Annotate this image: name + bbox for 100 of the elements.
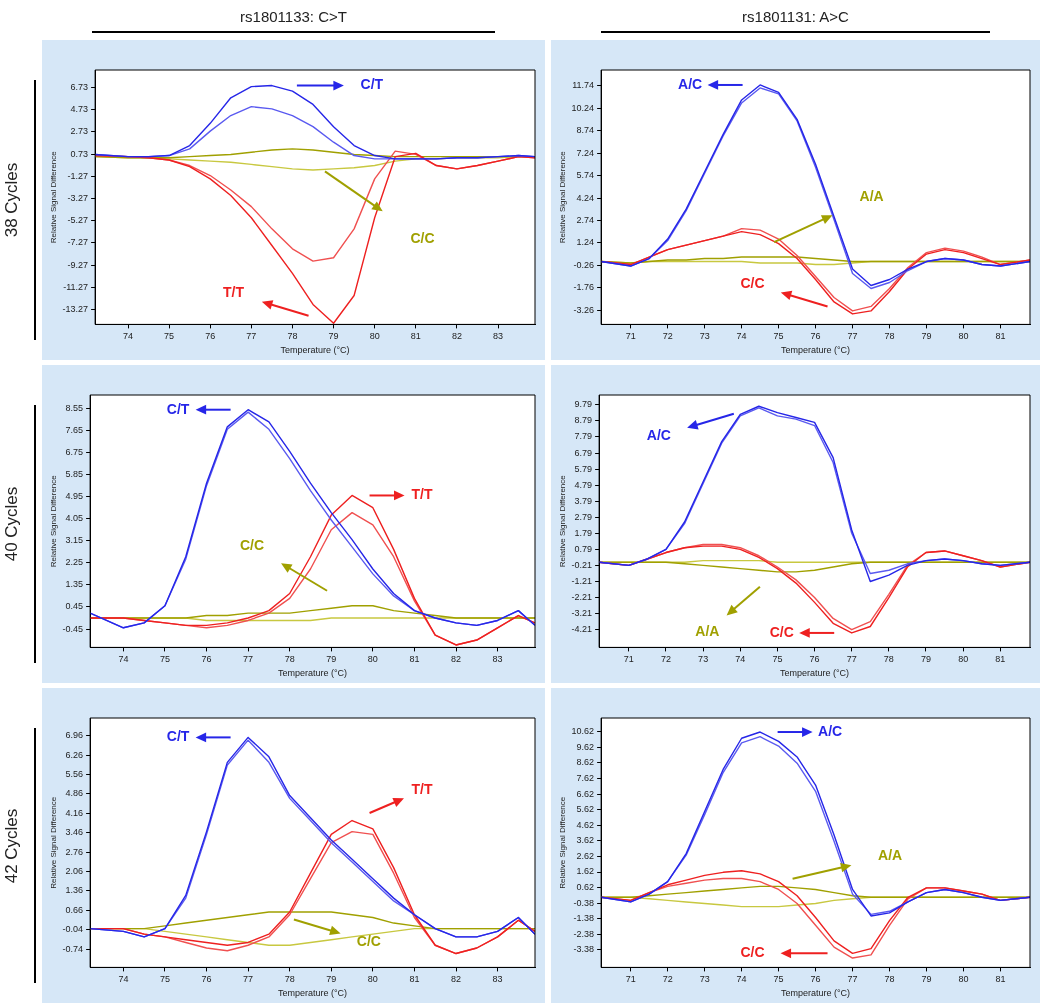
x-tick-label: 72: [662, 974, 673, 985]
y-tick-label: -7.27: [67, 237, 89, 248]
y-axis-title: Relative Signal Difference: [49, 150, 58, 244]
x-tick-label: 79: [326, 654, 337, 665]
y-tick-label: 4.05: [65, 513, 84, 524]
y-tick-label: 7.65: [65, 425, 84, 436]
y-tick-label: -0.45: [62, 623, 84, 634]
y-tick-label: 5.56: [65, 769, 84, 780]
x-tick-label: 78: [884, 331, 895, 342]
y-tick-label: 1.79: [574, 527, 593, 538]
y-axis-title: Relative Signal Difference: [49, 474, 58, 568]
y-tick-label: 7.24: [576, 147, 595, 158]
y-tick-label: 6.73: [70, 81, 89, 92]
x-tick-label: 80: [958, 331, 969, 342]
y-tick-label: -3.26: [573, 304, 595, 315]
y-tick-label: 2.06: [65, 866, 84, 876]
legend-label: C/T: [166, 728, 190, 745]
x-tick-label: 75: [159, 654, 170, 665]
x-tick-label: 80: [367, 974, 378, 985]
x-tick-label: 81: [995, 331, 1006, 342]
y-tick-label: 5.79: [574, 463, 593, 474]
y-tick-label: 6.26: [65, 749, 84, 760]
y-axis-title: Relative Signal Difference: [558, 796, 567, 889]
x-tick-label: 72: [662, 331, 673, 342]
x-tick-label: 77: [847, 331, 858, 342]
y-tick-label: 6.96: [65, 730, 84, 741]
y-tick-label: -0.74: [62, 943, 84, 954]
y-tick-label: 1.24: [576, 237, 595, 248]
x-tick-label: 71: [625, 974, 636, 985]
text: A/A: [878, 847, 903, 864]
y-tick-label: 0.79: [574, 543, 593, 554]
text: C/C: [740, 944, 765, 961]
y-tick-label: 10.24: [571, 102, 595, 113]
x-tick-label: 77: [847, 974, 858, 985]
x-tick-label: 79: [326, 974, 337, 985]
x-tick-label: 78: [284, 654, 295, 665]
y-tick-label: 4.62: [576, 819, 595, 830]
y-tick-label: 8.55: [65, 402, 84, 413]
y-tick-label: -1.21: [571, 576, 593, 587]
y-tick-label: 2.73: [70, 126, 89, 137]
x-tick-label: 77: [243, 974, 254, 985]
x-tick-label: 71: [625, 331, 636, 342]
x-tick-label: 77: [243, 654, 254, 665]
y-axis-title: Relative Signal Difference: [558, 474, 567, 568]
x-tick-label: 75: [773, 974, 784, 985]
y-tick-label: 2.76: [65, 846, 84, 857]
y-tick-label: -0.21: [571, 560, 593, 571]
y-tick-label: 8.79: [574, 415, 593, 426]
legend-label: C/T: [360, 76, 384, 93]
x-tick-label: 83: [492, 331, 504, 342]
y-tick-label: -2.21: [571, 592, 593, 603]
x-tick-label: 76: [810, 331, 821, 342]
x-axis-title: Temperature (°C): [781, 988, 851, 999]
y-tick-label: 1.35: [65, 579, 84, 590]
y-tick-label: -11.27: [63, 281, 89, 292]
series-label: C/C: [356, 932, 381, 949]
x-tick-label: 78: [884, 974, 895, 985]
x-axis-title: Temperature (°C): [277, 988, 348, 999]
y-axis-title: Relative Signal Difference: [49, 796, 58, 889]
x-tick-label: 82: [450, 974, 462, 985]
x-axis-title: Temperature (°C): [277, 668, 348, 679]
x-tick-label: 75: [159, 974, 170, 985]
y-tick-label: 8.62: [576, 757, 595, 768]
x-tick-label: 72: [660, 654, 671, 665]
text: T/T: [411, 781, 433, 798]
x-tick-label: 78: [284, 974, 295, 985]
y-tick-label: 9.62: [576, 741, 595, 752]
x-tick-label: 82: [451, 331, 462, 342]
y-tick-label: 2.25: [65, 557, 84, 568]
x-tick-label: 82: [450, 654, 462, 665]
y-tick-label: 4.95: [65, 491, 84, 502]
y-tick-label: 6.62: [576, 788, 595, 799]
y-tick-label: 5.62: [576, 804, 595, 815]
text: A/A: [695, 622, 720, 639]
x-axis-title: Temperature (°C): [781, 345, 851, 356]
y-tick-label: -0.26: [573, 259, 595, 270]
x-tick-label: 75: [772, 654, 783, 665]
x-tick-label: 77: [846, 654, 857, 665]
x-tick-label: 77: [246, 331, 257, 342]
y-tick-label: -4.21: [571, 624, 593, 635]
text: C/C: [410, 229, 435, 246]
legend-label: C/C: [769, 623, 794, 640]
x-axis-title: Temperature (°C): [280, 345, 350, 356]
x-tick-label: 81: [409, 654, 420, 665]
x-tick-label: 81: [995, 654, 1006, 665]
y-tick-label: -2.38: [573, 928, 595, 939]
y-tick-label: 11.74: [572, 80, 595, 91]
x-tick-label: 71: [623, 654, 634, 665]
y-tick-label: 4.16: [65, 807, 84, 818]
x-tick-label: 73: [699, 331, 710, 342]
y-tick-label: 6.79: [574, 447, 593, 458]
text: 42 Cycles: [2, 807, 22, 885]
y-tick-label: -3.27: [67, 193, 89, 204]
y-tick-label: -5.27: [67, 215, 89, 226]
x-tick-label: 76: [201, 654, 212, 665]
y-tick-label: 2.79: [574, 511, 593, 522]
legend-label: A/C: [678, 75, 703, 92]
y-tick-label: 1.62: [576, 866, 595, 877]
x-tick-label: 78: [883, 654, 894, 665]
text: A/C: [646, 427, 671, 444]
